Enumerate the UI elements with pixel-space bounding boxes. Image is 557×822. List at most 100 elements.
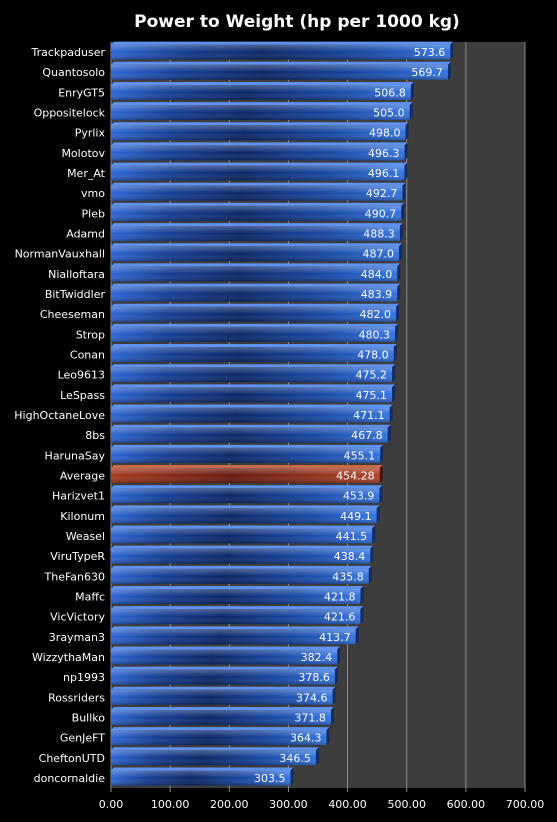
- bar-shading: [111, 689, 333, 705]
- bar: [111, 61, 451, 80]
- bar-side-face: [372, 525, 376, 544]
- value-label: 483.9: [361, 288, 393, 301]
- bar-top-face: [111, 41, 454, 45]
- bar-top-face: [111, 162, 408, 166]
- bar-side-face: [376, 505, 380, 524]
- bar-side-face: [332, 686, 336, 705]
- bar-side-face: [360, 585, 364, 604]
- bar: [111, 202, 405, 221]
- value-label: 573.6: [414, 46, 446, 59]
- bar: [111, 122, 409, 141]
- bar: [111, 283, 401, 302]
- bar: [111, 344, 397, 362]
- x-tick-label: 600.00: [447, 798, 486, 811]
- bar-shading: [111, 407, 390, 423]
- bar-shading: [111, 286, 398, 302]
- bar-top-face: [111, 303, 400, 307]
- bar-top-face: [111, 606, 364, 610]
- bar: [111, 626, 359, 645]
- category-label: HarunaSay: [45, 449, 106, 462]
- bar-top-face: [111, 747, 319, 751]
- x-tick-label: 400.00: [328, 798, 367, 811]
- value-label: 480.3: [359, 328, 391, 341]
- bar-side-face: [392, 364, 396, 383]
- bar: [111, 41, 454, 60]
- bar-shading: [111, 205, 402, 221]
- category-label: Trackpaduser: [31, 46, 106, 59]
- category-label: Weasel: [66, 530, 105, 543]
- bar: [111, 727, 330, 746]
- bar: [111, 485, 383, 504]
- bar-side-face: [409, 102, 413, 121]
- bar-shading: [111, 185, 403, 201]
- bar-side-face: [399, 223, 403, 242]
- bar-shading: [111, 669, 335, 685]
- value-label: 490.7: [365, 207, 397, 220]
- bar-shading: [111, 488, 380, 504]
- value-label: 371.8: [294, 711, 326, 724]
- bar-top-face: [111, 223, 403, 227]
- bar-side-face: [399, 243, 403, 262]
- bar: [111, 585, 364, 604]
- bar-shading: [111, 508, 377, 524]
- bar-shading: [111, 347, 394, 362]
- bar-top-face: [111, 565, 372, 569]
- bar-shading: [111, 709, 331, 725]
- category-label: NormanVauxhall: [15, 248, 105, 261]
- bar-side-face: [397, 283, 401, 302]
- bar: [111, 243, 403, 262]
- value-label: 569.7: [411, 66, 443, 79]
- bar-side-face: [397, 263, 401, 282]
- category-label: Adamd: [66, 228, 105, 241]
- bar-top-face: [111, 283, 401, 287]
- bar-top-face: [111, 243, 403, 247]
- bar: [111, 81, 414, 100]
- bar: [111, 223, 403, 242]
- bar-average: [111, 465, 383, 483]
- bar-shading: [111, 306, 397, 322]
- value-label: 488.3: [363, 228, 395, 241]
- category-label: np1993: [63, 671, 105, 684]
- bar-side-face: [330, 706, 334, 725]
- bar-shading: [111, 730, 327, 746]
- bar: [111, 303, 400, 322]
- bar: [111, 606, 364, 625]
- category-label: Harizvet1: [52, 490, 105, 503]
- bar: [111, 142, 408, 161]
- bar-top-face: [111, 142, 408, 146]
- x-tick-label: 700.00: [506, 798, 545, 811]
- bar-side-face: [387, 424, 391, 443]
- bar-shading: [111, 387, 392, 403]
- category-label: Rossriders: [48, 691, 105, 704]
- category-label: BitTwiddler: [45, 288, 106, 301]
- value-label: 506.8: [374, 86, 406, 99]
- bar-shading: [111, 770, 291, 786]
- bar-shading: [111, 226, 400, 242]
- bar-top-face: [111, 182, 406, 186]
- bar-side-face: [355, 626, 359, 645]
- bar-shading: [111, 64, 448, 80]
- category-label: Cheeseman: [40, 308, 105, 321]
- bar: [111, 706, 334, 725]
- bar-top-face: [111, 505, 380, 509]
- bar: [111, 364, 396, 383]
- category-label: GenJeFT: [60, 732, 105, 745]
- bar-shading: [111, 84, 411, 100]
- bar-shading: [111, 367, 393, 383]
- bar: [111, 323, 399, 342]
- bar: [111, 666, 338, 685]
- category-label: Nialloftara: [48, 268, 105, 281]
- value-label: 454.28: [336, 469, 375, 482]
- bar: [111, 646, 341, 665]
- category-label: Pleb: [82, 207, 105, 220]
- category-label: Quantosolo: [42, 66, 105, 79]
- bar-side-face: [391, 384, 395, 403]
- bar-side-face: [337, 646, 341, 665]
- category-label: Oppositelock: [34, 107, 106, 120]
- category-label: VicVictory: [50, 611, 105, 624]
- x-axis-ticks: 0.00 100.00 200.00 300.00 400.00 500.00 600.00…: [99, 788, 545, 811]
- value-label: 449.1: [340, 510, 372, 523]
- bar-top-face: [111, 81, 414, 85]
- bar-side-face: [315, 747, 319, 766]
- bar-side-face: [393, 344, 397, 362]
